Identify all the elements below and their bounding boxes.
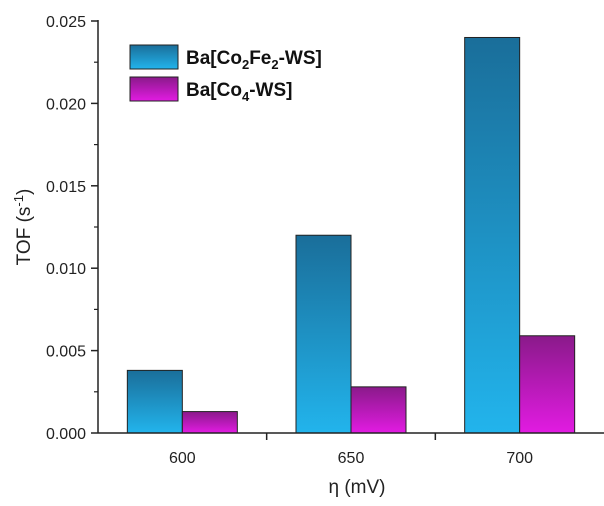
bar-series-1-700 [464, 36, 521, 434]
bars-group [126, 36, 576, 434]
legend-label-series-2: Ba[Co4-WS] [186, 80, 292, 104]
y-tick-label: 0.025 [46, 14, 86, 31]
x-tick-label-600: 600 [169, 450, 196, 467]
axes-group: 0.000 0.005 0.010 0.015 0.020 0.025 600 650 700 [46, 14, 604, 467]
bar-series-1-600 [126, 369, 183, 434]
bar-series-2-700 [519, 335, 576, 434]
x-axis-title: η (mV) [329, 477, 386, 498]
bar-series-1-650 [295, 234, 352, 434]
x-tick-label-650: 650 [338, 450, 365, 467]
legend-swatch-series-1 [129, 44, 179, 70]
legend: Ba[Co2Fe2-WS] Ba[Co4-WS] [129, 44, 322, 104]
legend-swatch-series-2 [129, 76, 179, 102]
y-tick-label: 0.005 [46, 344, 86, 361]
y-tick-label: 0.000 [46, 426, 86, 443]
legend-label-series-1: Ba[Co2Fe2-WS] [186, 48, 322, 72]
y-axis-title: TOF (s-1) [11, 189, 35, 266]
bar-series-2-600 [181, 411, 238, 434]
y-tick-label: 0.020 [46, 96, 86, 113]
x-tick-label-700: 700 [506, 450, 533, 467]
y-tick-label: 0.010 [46, 261, 86, 278]
y-tick-label: 0.015 [46, 179, 86, 196]
bar-series-2-650 [350, 386, 407, 434]
